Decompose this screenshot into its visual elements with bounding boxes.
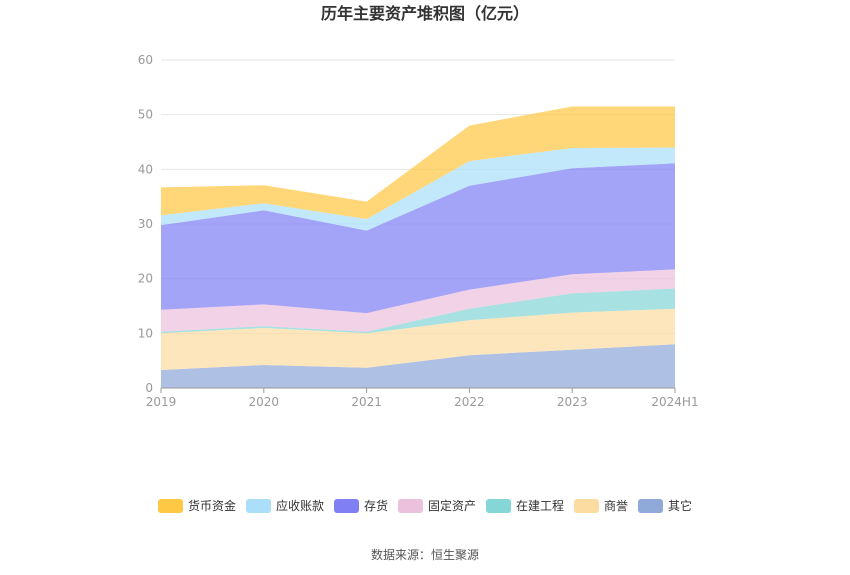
legend-item[interactable]: 其它: [638, 498, 692, 513]
legend-item[interactable]: 在建工程: [486, 498, 564, 513]
legend-item[interactable]: 商誉: [574, 498, 628, 513]
y-tick-label: 0: [145, 381, 153, 395]
legend-swatch: [638, 499, 663, 513]
area-其它: [161, 344, 675, 388]
y-tick-label: 10: [138, 326, 153, 340]
legend-label: 存货: [364, 498, 388, 513]
legend-swatch: [334, 499, 359, 513]
area-存货: [161, 163, 675, 314]
axes: 0 10 20 30 40 50 60 2019 2020 2021 2022 2023 2024H1: [138, 53, 699, 409]
legend-label: 固定资产: [428, 498, 476, 513]
legend-label: 在建工程: [516, 498, 564, 513]
legend: 货币资金 应收账款 存货 固定资产 在建工程 商誉 其它: [158, 498, 692, 513]
y-tick-label: 40: [138, 162, 153, 176]
x-tick-label: 2021: [351, 395, 382, 409]
y-tick-label: 30: [138, 217, 153, 231]
area-商誉: [161, 308, 675, 370]
legend-swatch: [158, 499, 183, 513]
x-tick-label: 2024H1: [651, 395, 698, 409]
chart-title: 历年主要资产堆积图（亿元）: [321, 4, 529, 23]
x-tick-label: 2023: [557, 395, 588, 409]
legend-swatch: [398, 499, 423, 513]
x-tick-label: 2022: [454, 395, 485, 409]
area-在建工程: [161, 288, 675, 334]
y-tick-label: 60: [138, 53, 153, 67]
source-note: 数据来源：恒生聚源: [371, 547, 479, 562]
y-tick-label: 50: [138, 108, 153, 122]
legend-label: 其它: [668, 498, 692, 513]
legend-item[interactable]: 固定资产: [398, 498, 476, 513]
x-tick-label: 2020: [249, 395, 280, 409]
legend-label: 商誉: [604, 498, 628, 513]
legend-label: 应收账款: [276, 498, 324, 513]
area-固定资产: [161, 269, 675, 332]
legend-item[interactable]: 货币资金: [158, 498, 236, 513]
legend-swatch: [486, 499, 511, 513]
legend-swatch: [574, 499, 599, 513]
legend-item[interactable]: 存货: [334, 498, 388, 513]
legend-label: 货币资金: [188, 498, 236, 513]
x-tick-label: 2019: [146, 395, 177, 409]
legend-swatch: [246, 499, 271, 513]
y-tick-label: 20: [138, 272, 153, 286]
area-series: [161, 106, 675, 388]
area-应收账款: [161, 147, 675, 231]
legend-item[interactable]: 应收账款: [246, 498, 324, 513]
area-货币资金: [161, 106, 675, 220]
